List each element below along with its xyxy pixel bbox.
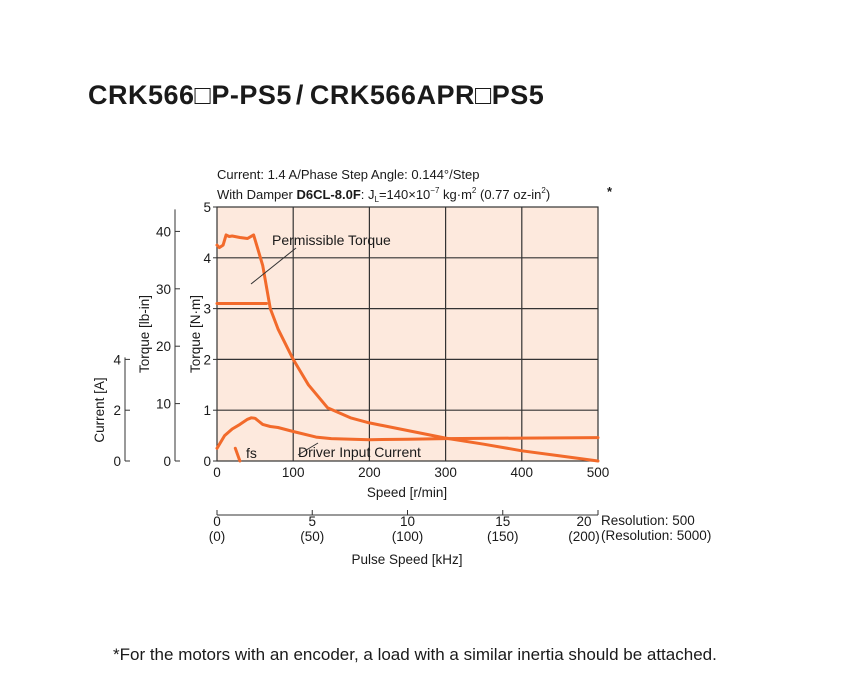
- annotation-leader-driver-current: [297, 442, 319, 456]
- resolution-label-500: Resolution: 500: [601, 513, 695, 528]
- annotation-fs: fs: [246, 445, 257, 461]
- y-axis-label-current: Current [A]: [92, 377, 107, 442]
- pulse-tick-label-alt: (200): [568, 529, 600, 544]
- pulse-tick-label-alt: (50): [300, 529, 324, 544]
- title-model-1: CRK566□P-PS5: [88, 80, 292, 110]
- y-tick-label-lbin: 20: [156, 339, 171, 354]
- y-axis-label-lbin: Torque [lb-in]: [137, 295, 152, 373]
- y-tick-label-current: 4: [113, 352, 121, 367]
- y-tick-label-lbin: 30: [156, 282, 171, 297]
- x-tick-label: 200: [358, 465, 381, 480]
- annotation-driver-input-current: Driver Input Current: [298, 444, 421, 460]
- pulse-tick-label: 15: [495, 514, 510, 529]
- pulse-tick-label: 20: [576, 514, 591, 529]
- y-tick-label-current: 2: [113, 403, 121, 418]
- pulse-tick-label: 10: [400, 514, 415, 529]
- series-driver-input-current: [215, 416, 600, 450]
- condition-asterisk: *: [607, 184, 613, 199]
- grid-lines: [217, 207, 598, 461]
- axes: 0 100 200 300 400 5000123450102030400240(0)5(…: [113, 200, 609, 544]
- x-axis-label: Speed [r/min]: [367, 485, 447, 500]
- y-tick-label-current: 0: [113, 454, 121, 469]
- pulse-tick-label: 5: [308, 514, 316, 529]
- footnote: *For the motors with an encoder, a load …: [113, 645, 717, 664]
- x-tick-label: 400: [511, 465, 534, 480]
- condition-line-1: Current: 1.4 A/Phase Step Angle: 0.144°/…: [217, 167, 480, 182]
- annotation-permissible-torque: Permissible Torque: [272, 232, 391, 248]
- pulse-tick-label: 0: [213, 514, 221, 529]
- chart-title: CRK566□P-PS5/CRK566APR□PS5: [88, 80, 544, 111]
- y-tick-label-lbin: 0: [163, 454, 171, 469]
- x-tick-label: 100: [282, 465, 305, 480]
- series-group: [215, 233, 600, 463]
- pulse-tick-label-alt: (100): [392, 529, 424, 544]
- y-tick-label-nm: 4: [203, 251, 211, 266]
- pulse-tick-label-alt: (0): [209, 529, 226, 544]
- condition-line-2: With Damper D6CL-8.0F: JL=140×10−7 kg·m2…: [217, 186, 550, 204]
- pulse-axis-label: Pulse Speed [kHz]: [351, 552, 462, 567]
- annotation-leader-permissible: [250, 247, 297, 285]
- y-tick-label-nm: 5: [203, 200, 211, 215]
- resolution-label-5000: (Resolution: 5000): [601, 528, 711, 543]
- x-tick-label: 500: [587, 465, 610, 480]
- y-tick-label-nm: 0: [203, 454, 211, 469]
- pulse-tick-label-alt: (150): [487, 529, 519, 544]
- y-tick-label-lbin: 40: [156, 224, 171, 239]
- y-tick-label-lbin: 10: [156, 397, 171, 412]
- y-tick-label-nm: 1: [203, 403, 211, 418]
- x-tick-label: 0: [213, 465, 221, 480]
- x-tick-label: 300: [434, 465, 457, 480]
- title-model-2: CRK566APR□PS5: [309, 80, 545, 110]
- series-fs: [233, 446, 242, 463]
- title-separator: /: [295, 80, 304, 110]
- y-tick-label-nm: 3: [203, 302, 211, 317]
- y-axis-label-nm: Torque [N·m]: [188, 295, 203, 373]
- y-tick-label-nm: 2: [203, 352, 211, 367]
